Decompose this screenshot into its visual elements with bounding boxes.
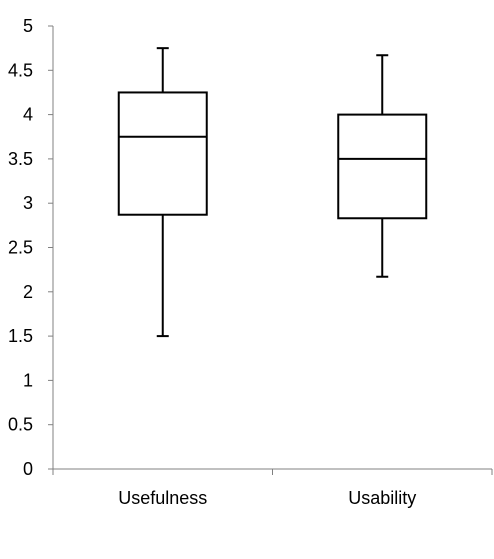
iqr-box bbox=[117, 91, 208, 216]
y-tick-label: 5 bbox=[23, 16, 33, 36]
y-tick-label: 0 bbox=[23, 459, 33, 479]
y-tick-label: 1 bbox=[23, 370, 33, 390]
y-tick-label: 3 bbox=[23, 193, 33, 213]
y-tick-label: 4 bbox=[23, 105, 33, 125]
boxes bbox=[117, 47, 428, 338]
x-category-label: Usefulness bbox=[118, 488, 207, 508]
y-tick-label: 2 bbox=[23, 282, 33, 302]
y-axis-ticks: 0 0.5 1 1.5 2 2.5 3 3.5 4 4.5 5 bbox=[8, 16, 53, 479]
y-tick-label: 2.5 bbox=[8, 238, 33, 258]
box-usability bbox=[337, 54, 428, 278]
iqr-box bbox=[337, 113, 428, 220]
y-tick-label: 3.5 bbox=[8, 149, 33, 169]
y-tick-label: 0.5 bbox=[8, 415, 33, 435]
y-tick-label: 4.5 bbox=[8, 60, 33, 80]
x-category-label: Usability bbox=[348, 488, 416, 508]
y-tick-label: 1.5 bbox=[8, 326, 33, 346]
box-usefulness bbox=[117, 47, 208, 338]
x-axis-categories: Usefulness Usability bbox=[118, 488, 416, 508]
